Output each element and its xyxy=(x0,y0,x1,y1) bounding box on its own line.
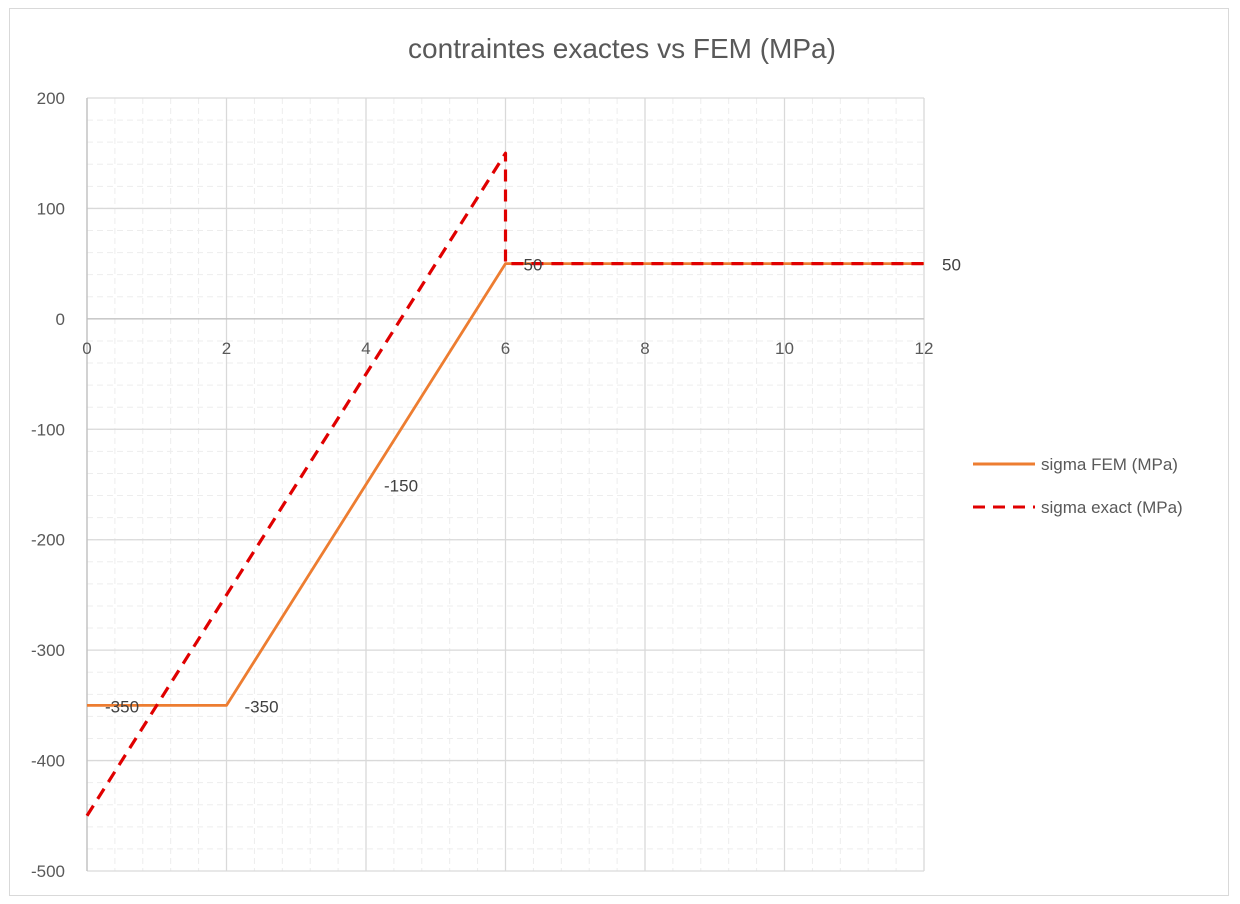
data-label: -350 xyxy=(105,697,139,716)
legend-entry-1: sigma FEM (MPa) xyxy=(1041,455,1178,474)
series-line-2 xyxy=(85,151,924,817)
chart-area: contraintes exactes vs FEM (MPa) 200 100 0… xyxy=(9,8,1229,896)
x-tick-label: 2 xyxy=(222,339,231,358)
x-tick-label: 0 xyxy=(82,339,91,358)
y-tick-label: -400 xyxy=(31,752,65,771)
y-tick-label: -100 xyxy=(31,420,65,439)
data-labels: -350 -350 -150 50 50 xyxy=(105,256,961,717)
x-tick-label: 12 xyxy=(915,339,934,358)
x-tick-label: 10 xyxy=(775,339,794,358)
series-layer xyxy=(85,151,924,817)
chart-svg: contraintes exactes vs FEM (MPa) 2001000… xyxy=(31,33,1183,881)
data-label: 50 xyxy=(524,256,543,275)
legend: sigma FEM (MPa) sigma exact (MPa) xyxy=(973,455,1183,517)
x-tick-label: 4 xyxy=(361,339,370,358)
y-tick-label: 200 xyxy=(37,89,65,108)
data-label: 50 xyxy=(942,256,961,275)
x-tick-label: 8 xyxy=(640,339,649,358)
y-tick-label: -200 xyxy=(31,531,65,550)
data-label: -350 xyxy=(245,697,279,716)
y-tick-label: 0 xyxy=(56,310,65,329)
y-axis-tick-labels: 200 100 0 -100 -200 -300 -400 -500 xyxy=(31,89,65,881)
axes xyxy=(86,98,924,871)
legend-entry-2: sigma exact (MPa) xyxy=(1041,498,1183,517)
data-label: -150 xyxy=(384,477,418,496)
x-axis-tick-labels: 0 2 4 6 8 10 12 xyxy=(82,339,933,358)
y-tick-label: -300 xyxy=(31,641,65,660)
chart-title: contraintes exactes vs FEM (MPa) xyxy=(408,33,836,64)
y-tick-label: -500 xyxy=(31,862,65,881)
y-tick-label: 100 xyxy=(37,199,65,218)
x-tick-label: 6 xyxy=(501,339,510,358)
